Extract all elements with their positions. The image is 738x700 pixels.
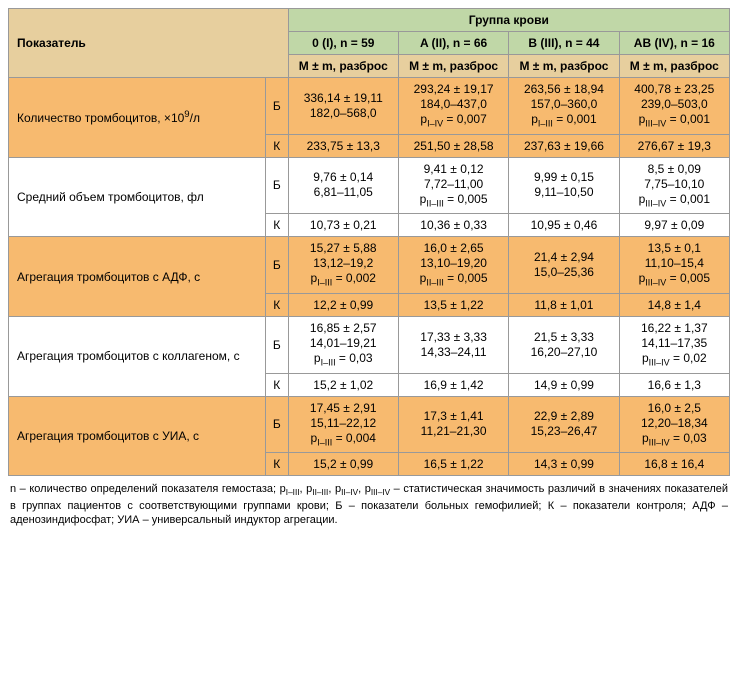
header-col-1: A (II), n = 66 [398, 32, 508, 55]
header-sub-2: M ± m, разброс [509, 55, 619, 78]
data-cell: 17,45 ± 2,9115,11–22,12pI–III = 0,004 [288, 396, 398, 453]
data-cell: 8,5 ± 0,097,75–10,10pIII–IV = 0,001 [619, 157, 729, 214]
data-cell: 15,2 ± 1,02 [288, 373, 398, 396]
data-cell: 10,95 ± 0,46 [509, 214, 619, 237]
bk-label: К [266, 373, 289, 396]
data-cell: 233,75 ± 13,3 [288, 134, 398, 157]
header-group: Группа крови [288, 9, 729, 32]
data-cell: 16,22 ± 1,3714,11–17,35pIII–IV = 0,02 [619, 316, 729, 373]
header-sub-3: M ± m, разброс [619, 55, 729, 78]
data-cell: 16,5 ± 1,22 [398, 453, 508, 476]
bk-label: Б [266, 316, 289, 373]
header-sub-1: M ± m, разброс [398, 55, 508, 78]
data-cell: 251,50 ± 28,58 [398, 134, 508, 157]
data-cell: 14,9 ± 0,99 [509, 373, 619, 396]
data-cell: 22,9 ± 2,8915,23–26,47 [509, 396, 619, 453]
data-cell: 13,5 ± 0,111,10–15,4pIII–IV = 0,005 [619, 237, 729, 294]
header-col-2: B (III), n = 44 [509, 32, 619, 55]
data-cell: 21,4 ± 2,9415,0–25,36 [509, 237, 619, 294]
data-cell: 400,78 ± 23,25239,0–503,0pIII–IV = 0,001 [619, 78, 729, 135]
data-cell: 10,36 ± 0,33 [398, 214, 508, 237]
bk-label: Б [266, 396, 289, 453]
data-cell: 16,9 ± 1,42 [398, 373, 508, 396]
table-row: Агрегация тромбоцитов с АДФ, сБ15,27 ± 5… [9, 237, 730, 294]
param-name: Агрегация тромбоцитов с УИА, с [9, 396, 266, 476]
data-cell: 16,85 ± 2,5714,01–19,21pI–III = 0,03 [288, 316, 398, 373]
data-cell: 237,63 ± 19,66 [509, 134, 619, 157]
header-col-0: 0 (I), n = 59 [288, 32, 398, 55]
param-name: Агрегация тромбоцитов с коллагеном, с [9, 316, 266, 396]
header-sub-0: M ± m, разброс [288, 55, 398, 78]
data-cell: 276,67 ± 19,3 [619, 134, 729, 157]
data-cell: 15,2 ± 0,99 [288, 453, 398, 476]
data-cell: 16,0 ± 2,6513,10–19,20pII–III = 0,005 [398, 237, 508, 294]
data-cell: 15,27 ± 5,8813,12–19,2pI–III = 0,002 [288, 237, 398, 294]
bk-label: К [266, 293, 289, 316]
bk-label: К [266, 134, 289, 157]
data-cell: 16,8 ± 16,4 [619, 453, 729, 476]
hemostasis-table: Показатель Группа крови 0 (I), n = 59 A … [8, 8, 730, 476]
data-cell: 9,76 ± 0,146,81–11,05 [288, 157, 398, 214]
bk-label: Б [266, 78, 289, 135]
data-cell: 17,3 ± 1,4111,21–21,30 [398, 396, 508, 453]
param-name: Количество тромбоцитов, ×109/л [9, 78, 266, 158]
header-col-3: AB (IV), n = 16 [619, 32, 729, 55]
param-name: Агрегация тромбоцитов с АДФ, с [9, 237, 266, 317]
table-row: Агрегация тромбоцитов с УИА, сБ17,45 ± 2… [9, 396, 730, 453]
data-cell: 12,2 ± 0,99 [288, 293, 398, 316]
data-cell: 293,24 ± 19,17184,0–437,0pI–IV = 0,007 [398, 78, 508, 135]
bk-label: Б [266, 237, 289, 294]
data-cell: 11,8 ± 1,01 [509, 293, 619, 316]
param-name: Средний объем тромбоцитов, фл [9, 157, 266, 237]
header-parameter: Показатель [9, 9, 289, 78]
data-cell: 9,99 ± 0,159,11–10,50 [509, 157, 619, 214]
data-cell: 14,8 ± 1,4 [619, 293, 729, 316]
footnote: n – количество определений показателя ге… [8, 476, 730, 528]
data-cell: 17,33 ± 3,3314,33–24,11 [398, 316, 508, 373]
table-body: Количество тромбоцитов, ×109/лБ336,14 ± … [9, 78, 730, 476]
table-row: Количество тромбоцитов, ×109/лБ336,14 ± … [9, 78, 730, 135]
data-cell: 16,6 ± 1,3 [619, 373, 729, 396]
data-cell: 336,14 ± 19,11182,0–568,0 [288, 78, 398, 135]
bk-label: К [266, 453, 289, 476]
data-cell: 9,41 ± 0,127,72–11,00pII–III = 0,005 [398, 157, 508, 214]
data-cell: 10,73 ± 0,21 [288, 214, 398, 237]
data-cell: 21,5 ± 3,3316,20–27,10 [509, 316, 619, 373]
table-row: Агрегация тромбоцитов с коллагеном, сБ16… [9, 316, 730, 373]
data-cell: 9,97 ± 0,09 [619, 214, 729, 237]
data-cell: 16,0 ± 2,512,20–18,34pIII–IV = 0,03 [619, 396, 729, 453]
data-cell: 13,5 ± 1,22 [398, 293, 508, 316]
bk-label: Б [266, 157, 289, 214]
data-cell: 14,3 ± 0,99 [509, 453, 619, 476]
bk-label: К [266, 214, 289, 237]
data-cell: 263,56 ± 18,94157,0–360,0pI–III = 0,001 [509, 78, 619, 135]
table-row: Средний объем тромбоцитов, флБ9,76 ± 0,1… [9, 157, 730, 214]
